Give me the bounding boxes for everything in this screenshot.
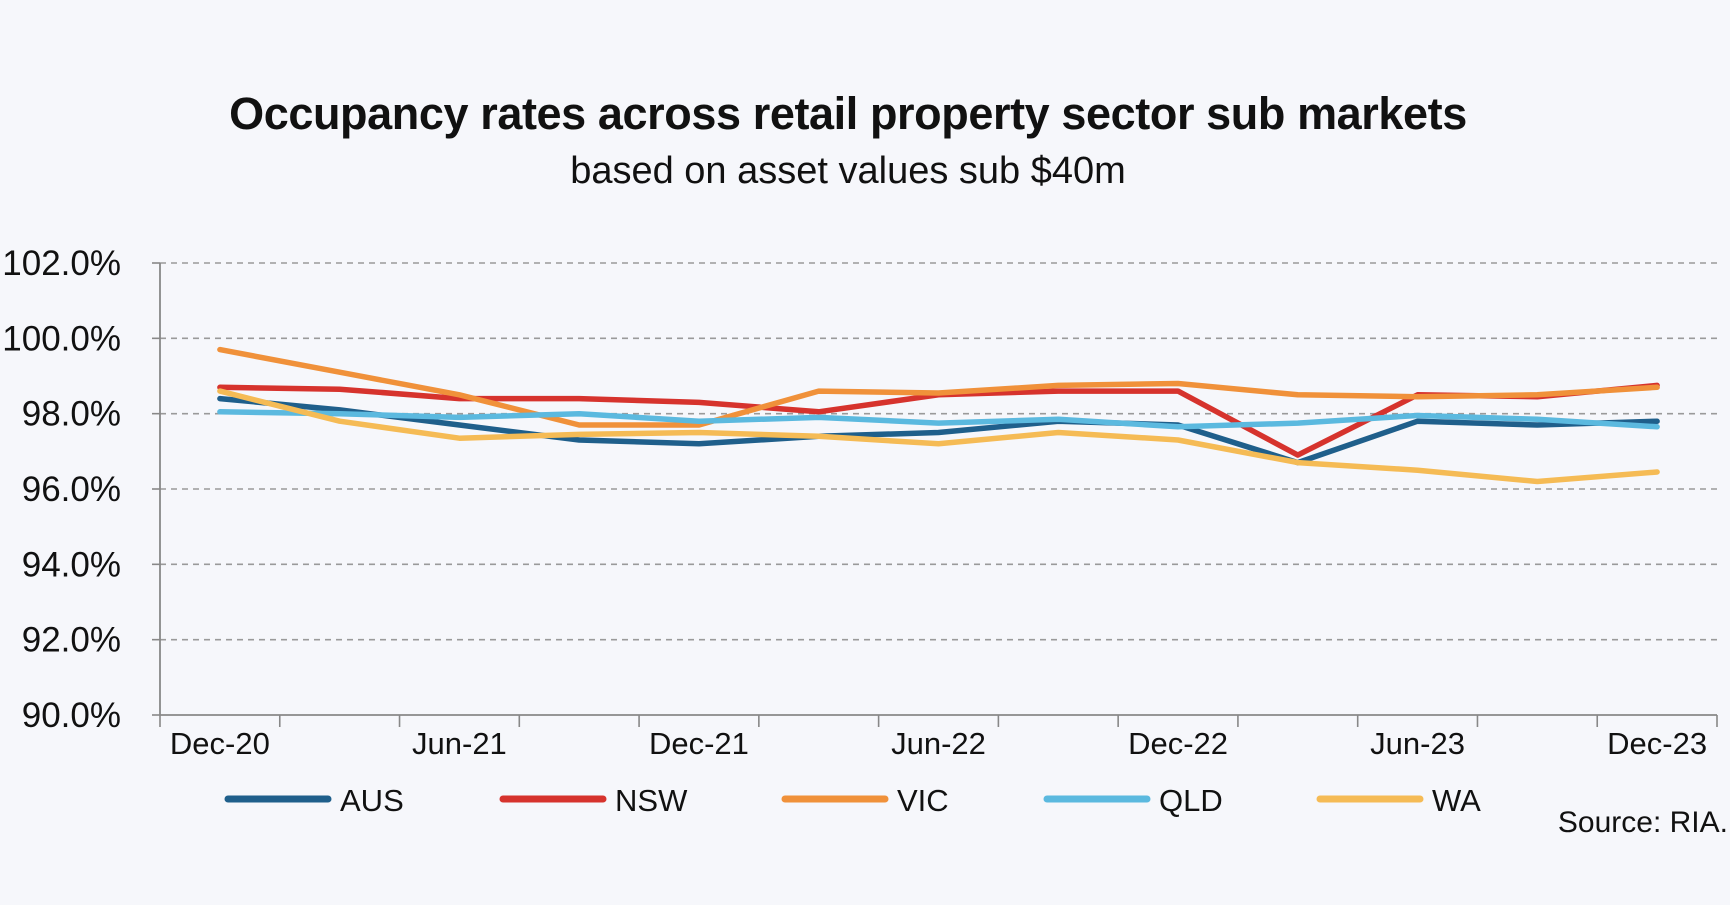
x-tick-label: Dec-21 <box>649 726 749 761</box>
gridlines <box>160 262 1717 641</box>
source-note: Source: RIA. <box>1557 806 1728 839</box>
series-line-wa <box>217 388 1660 485</box>
y-tick-label: 92.0% <box>22 621 121 660</box>
legend-label-qld: QLD <box>1159 783 1223 818</box>
series-line-qld <box>217 409 1660 430</box>
x-tick-label: Jun-22 <box>891 726 986 761</box>
legend: AUS NSW VIC QLD WA <box>224 783 1481 818</box>
chart-subtitle: based on asset values sub $40m <box>570 150 1126 192</box>
legend-label-vic: VIC <box>897 783 949 818</box>
y-tick-label: 100.0% <box>2 319 121 358</box>
series-lines <box>217 346 1660 485</box>
legend-label-nsw: NSW <box>615 783 688 818</box>
x-tick-label: Dec-22 <box>1128 726 1228 761</box>
y-tick-label: 90.0% <box>22 696 121 735</box>
x-tick-label: Dec-23 <box>1607 726 1707 761</box>
y-tick-label: 102.0% <box>2 244 121 283</box>
y-tick-label: 94.0% <box>22 545 121 584</box>
series-line-vic <box>217 346 1660 428</box>
y-tick-label: 96.0% <box>22 470 121 509</box>
series-line-aus <box>217 395 1660 466</box>
axes: 90.0% 92.0% 94.0% 96.0% 98.0% 100.0% 102.0% Dec… <box>2 244 1718 761</box>
legend-label-aus: AUS <box>340 783 404 818</box>
x-tick-label: Dec-20 <box>170 726 270 761</box>
y-tick-label: 98.0% <box>22 395 121 434</box>
chart-title: Occupancy rates across retail property s… <box>229 88 1467 139</box>
x-tick-label: Jun-21 <box>412 726 507 761</box>
legend-label-wa: WA <box>1432 783 1481 818</box>
x-tick-label: Jun-23 <box>1370 726 1465 761</box>
